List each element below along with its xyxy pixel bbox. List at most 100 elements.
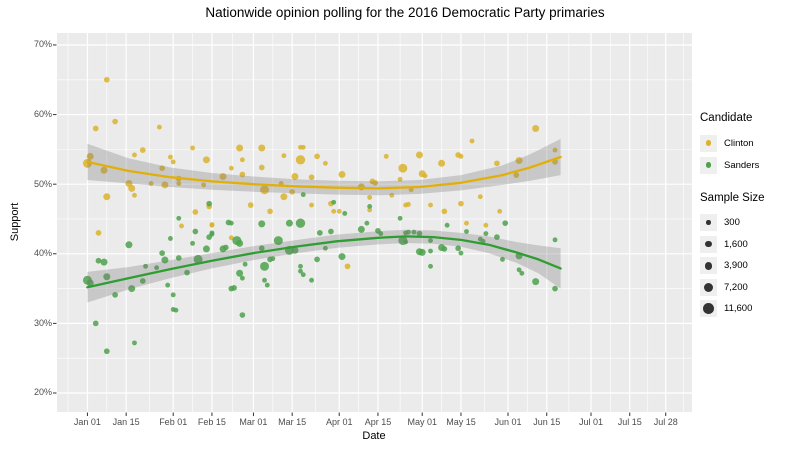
poll-point-clinton [314,153,320,160]
legend-item-label: Sanders [724,159,760,171]
poll-point-sanders [86,279,94,287]
y-tick-label: 60% [33,109,52,120]
poll-point-sanders [168,236,173,241]
sample-size-dot-icon [703,303,714,315]
poll-point-sanders [519,270,525,276]
poll-point-clinton [441,208,448,215]
poll-point-sanders [239,275,245,281]
panel-content [57,33,692,412]
x-tick-label: Feb 01 [159,417,188,427]
legend-key [700,257,717,275]
poll-point-clinton [236,144,244,152]
poll-point-sanders [190,240,196,246]
poll-point-clinton [209,222,215,227]
legend-item-label: 7,200 [724,281,748,293]
poll-point-sanders [161,256,169,264]
poll-point-clinton [415,151,423,159]
x-tick-label: Jul 15 [617,417,642,427]
poll-point-clinton [176,181,182,186]
poll-point-clinton [309,202,314,208]
sample-size-dot-icon [703,282,714,292]
poll-point-sanders [405,229,411,235]
legend-item-size-300[interactable]: 300 [700,212,808,234]
poll-point-clinton [92,125,99,132]
poll-point-clinton [247,202,254,208]
poll-points [82,76,558,355]
legend-size-items: 300 1,600 3,900 7,200 11,600 [700,212,808,320]
legend-key [700,300,717,318]
poll-point-clinton [161,181,169,189]
poll-point-clinton [532,125,540,132]
poll-point-clinton [389,192,395,198]
poll-point-sanders [285,219,293,227]
poll-point-sanders [236,239,244,247]
legend-size-title: Sample Size [700,192,765,204]
sample-size-dot-icon [706,220,711,226]
poll-point-clinton [438,159,446,167]
poll-point-sanders [184,269,190,276]
poll-point-sanders [428,238,433,244]
poll-point-clinton [239,157,245,163]
poll-point-clinton [494,160,500,167]
poll-point-sanders [176,215,182,221]
legend-item-size-1600[interactable]: 1,600 [700,234,808,256]
poll-point-sanders [378,231,384,237]
poll-point-sanders [209,230,215,236]
axis-tick-marks [53,44,667,416]
x-tick-label: Mar 01 [239,417,268,427]
poll-point-clinton [408,187,414,193]
legend-item-sanders[interactable]: Sanders [700,154,808,176]
poll-point-clinton [95,230,102,236]
legend-item-size-3900[interactable]: 3,900 [700,255,808,277]
poll-point-clinton [338,170,346,178]
poll-point-sanders [125,241,133,249]
poll-point-sanders [309,277,314,283]
legend-item-label: 300 [724,217,740,229]
poll-point-sanders [357,225,365,233]
poll-point-sanders [222,244,229,251]
poll-point-sanders [103,348,110,355]
poll-point-sanders [411,229,417,235]
x-tick-label: May 01 [407,417,437,427]
poll-point-clinton [372,179,379,186]
poll-point-sanders [273,236,283,246]
poll-point-clinton [497,208,503,214]
legend-item-clinton[interactable]: Clinton [700,132,808,154]
poll-point-clinton [405,201,411,207]
legend-item-size-11600[interactable]: 11,600 [700,298,808,320]
poll-point-sanders [338,253,346,261]
legend-item-size-7200[interactable]: 7,200 [700,277,808,299]
poll-point-clinton [336,208,342,214]
poll-point-sanders [300,272,306,278]
poll-point-sanders [192,228,199,235]
poll-point-sanders [175,255,182,261]
poll-point-clinton [86,152,94,160]
poll-point-sanders [458,250,464,256]
poll-point-clinton [179,223,184,229]
poll-point-sanders [239,312,246,318]
poll-point-sanders [165,282,171,288]
poll-point-clinton [291,173,299,181]
candidate-dot-icon [705,140,712,146]
x-tick-label: Mar 15 [278,417,307,427]
legend-key [700,278,717,296]
poll-point-sanders [139,278,146,284]
poll-point-clinton [289,188,296,195]
poll-point-clinton [258,164,265,171]
poll-point-clinton [280,193,288,201]
x-tick-label: Jun 01 [494,417,522,427]
poll-point-sanders [112,292,118,298]
legend: Candidate Clinton Sanders Sample Size 300… [700,112,808,320]
poll-point-sanders [300,192,306,198]
poll-point-sanders [444,222,450,228]
candidate-dot-icon [705,162,712,168]
poll-point-sanders [367,204,373,209]
poll-point-clinton [103,193,111,201]
x-tick-label: Jan 01 [73,417,101,427]
legend-key [700,134,717,152]
poll-point-sanders [298,268,303,274]
poll-point-clinton [367,194,373,200]
poll-point-clinton [228,235,234,241]
